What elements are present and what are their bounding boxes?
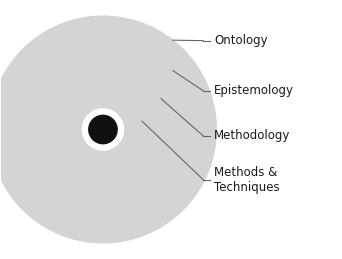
Text: Ontology: Ontology	[214, 34, 267, 47]
Circle shape	[89, 115, 117, 144]
Circle shape	[12, 38, 194, 221]
Circle shape	[82, 109, 123, 150]
Circle shape	[63, 90, 143, 169]
Circle shape	[0, 16, 216, 243]
Text: Epistemology: Epistemology	[214, 84, 294, 97]
Circle shape	[37, 64, 169, 195]
Text: Methodology: Methodology	[214, 130, 290, 142]
Text: Methods &
Techniques: Methods & Techniques	[214, 166, 280, 194]
